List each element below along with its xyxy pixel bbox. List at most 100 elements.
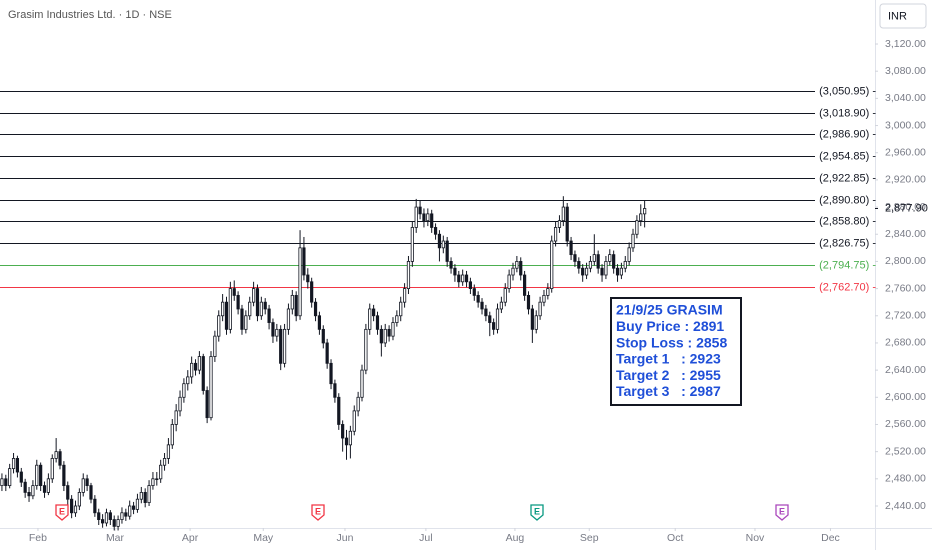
candle-body (526, 294, 531, 310)
candle-body (557, 220, 562, 228)
candle-body (62, 464, 66, 487)
candle-body (391, 322, 395, 337)
y-tick-label: 2,720.00 (885, 310, 926, 322)
candle-body (569, 240, 573, 256)
event-marker[interactable]: E (55, 504, 69, 521)
candle-body (457, 274, 461, 283)
candle-body (306, 274, 310, 283)
candle-body (395, 315, 399, 323)
candle-body (406, 261, 411, 289)
candle-body (275, 328, 279, 337)
event-marker[interactable]: E (311, 504, 325, 521)
x-tick-label: Aug (506, 532, 525, 544)
candle-body (128, 505, 132, 517)
candle-body (197, 356, 201, 371)
candle-body (631, 233, 635, 249)
candle-body (251, 288, 256, 303)
candle-body (356, 396, 360, 412)
x-tick-label: May (253, 532, 274, 544)
candle-body (11, 458, 16, 470)
currency-label[interactable]: INR (888, 10, 907, 22)
candle-body (190, 362, 194, 378)
event-label: E (315, 506, 321, 516)
candle-body (221, 301, 225, 317)
candle-body (402, 288, 407, 303)
candle-body (310, 281, 314, 303)
candle-body (553, 227, 558, 242)
currency-box[interactable] (879, 3, 927, 29)
y-tick-label: 3,120.00 (885, 38, 926, 50)
candle-body (468, 281, 473, 289)
candle-body (441, 240, 445, 249)
candle-body (58, 451, 62, 466)
candle-body (178, 396, 182, 412)
candle-body (379, 328, 383, 344)
candle-body (85, 478, 89, 487)
candle-body (581, 267, 585, 276)
event-marker[interactable]: E (530, 504, 544, 521)
candle-body (449, 261, 453, 269)
candle-body (286, 308, 291, 330)
candle-body (267, 308, 271, 323)
candle-body (433, 227, 438, 235)
info-line: Stop Loss : 2858 (616, 334, 727, 350)
info-line: Target 2 : 2955 (616, 367, 721, 383)
event-icon (55, 504, 69, 521)
candle-body (329, 362, 333, 385)
candle-body (201, 356, 205, 391)
candle-body (139, 492, 143, 500)
candle-body (600, 267, 604, 276)
candle-body (224, 301, 229, 330)
level-label: (2,858.80) - (819, 215, 876, 227)
candle-body (523, 274, 527, 296)
candle-body (182, 383, 186, 398)
event-marker[interactable]: E (775, 504, 789, 521)
x-tick-label: Oct (667, 532, 683, 544)
candle-body (561, 206, 565, 222)
candle-body (282, 328, 287, 364)
candle-body (430, 213, 434, 228)
level-label: (2,762.70) - (819, 281, 876, 293)
candle-body (604, 261, 608, 276)
x-tick-label: Feb (29, 532, 47, 544)
x-tick-label: Sep (580, 532, 599, 544)
candle-body (484, 308, 488, 317)
candle-body (472, 288, 476, 296)
y-tick-label: 2,920.00 (885, 174, 926, 186)
candle-body (279, 328, 283, 364)
candle-body (352, 410, 356, 432)
candle-body (596, 254, 600, 269)
candle-body (619, 267, 624, 276)
candle-body (360, 369, 364, 398)
candle-body (499, 301, 503, 310)
candle-body (135, 498, 140, 510)
candle-body (445, 240, 449, 262)
candle-body (159, 464, 163, 480)
x-tick-label: Apr (182, 532, 199, 544)
x-tick-label: Nov (746, 532, 765, 544)
candle-body (255, 288, 260, 317)
x-tick-label: Jul (419, 532, 432, 544)
candle-body (104, 512, 109, 524)
candle-body (100, 519, 105, 524)
candle-body (77, 492, 81, 507)
candle-body (588, 261, 593, 269)
last-price-label: 2,877.90 (885, 202, 928, 214)
candle-body (623, 261, 627, 269)
candle-body (35, 464, 39, 487)
y-tick-label: 2,560.00 (885, 418, 926, 430)
y-tick-label: 2,440.00 (885, 500, 926, 512)
candle-body (437, 233, 442, 249)
candle-body (627, 247, 631, 262)
candle-body (39, 464, 43, 487)
candle-body (54, 451, 58, 459)
candle-body (515, 261, 519, 269)
candle-body (344, 437, 349, 446)
info-line: Buy Price : 2891 (616, 318, 724, 334)
level-label: (3,050.95) - (819, 85, 876, 97)
candle-body (131, 505, 136, 510)
candle-body (244, 315, 248, 330)
candle-body (464, 274, 469, 283)
candle-body (259, 301, 263, 317)
